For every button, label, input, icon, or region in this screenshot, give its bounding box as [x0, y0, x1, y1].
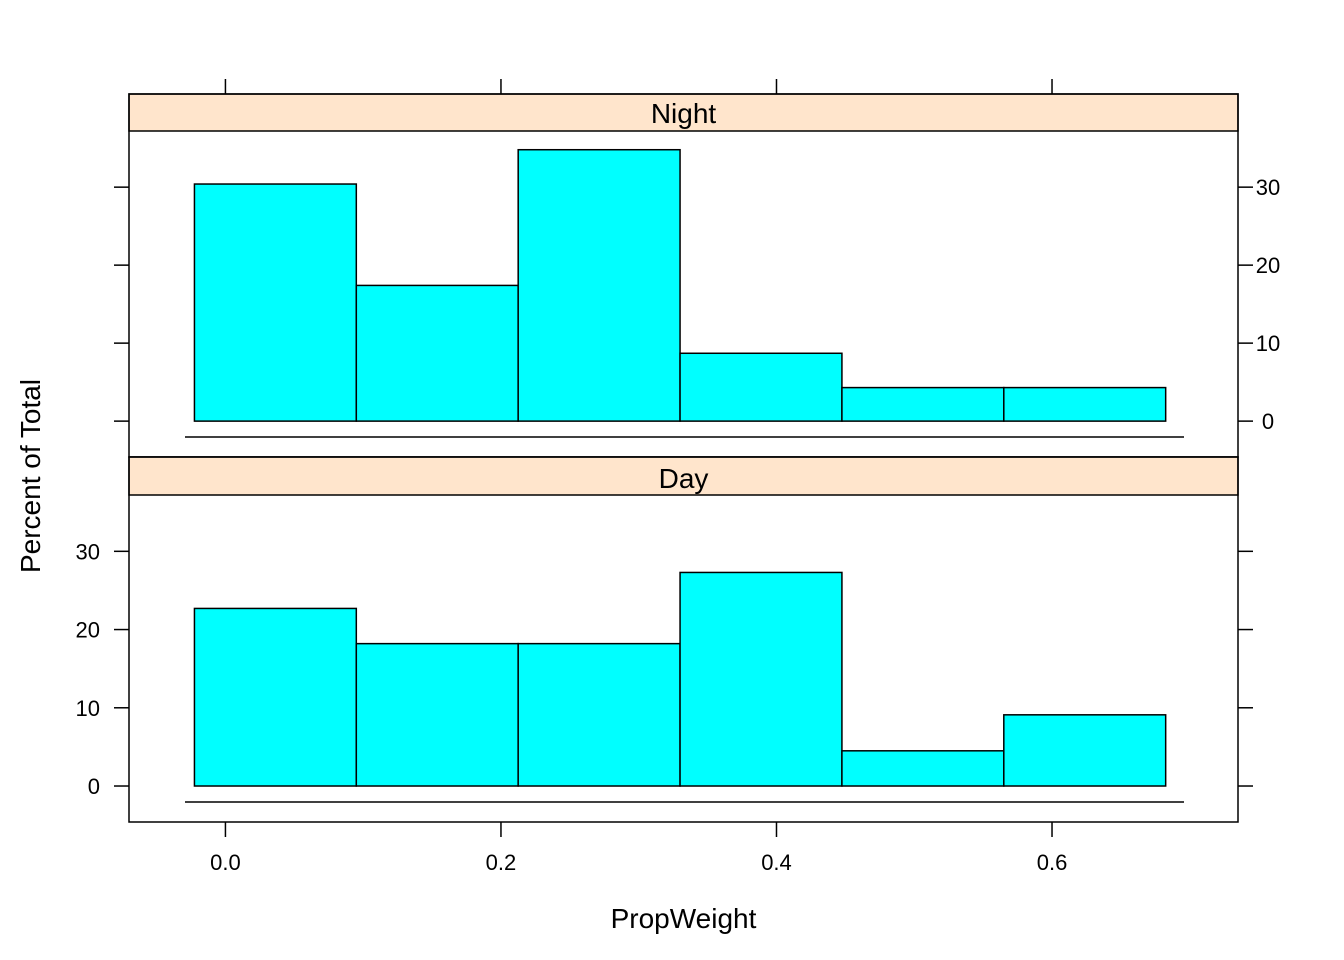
axes: 0 10 20 30 0 10 20 30 0.0 0.2 0.4 0.6	[76, 79, 1280, 875]
ytick-label-night-2: 20	[1256, 253, 1280, 278]
panel-night: Night	[128, 93, 1239, 458]
ytick-label-night-3: 30	[1256, 175, 1280, 200]
xtick-label-3: 0.6	[1037, 850, 1068, 875]
bar-night-3	[679, 352, 843, 422]
ytick-label-day-0: 0	[88, 774, 100, 799]
panel-day: Day	[128, 456, 1239, 823]
x-axis-label: PropWeight	[611, 903, 757, 934]
strip-night	[128, 93, 1239, 132]
strip-label-night: Night	[651, 98, 717, 129]
strip-label-day: Day	[659, 463, 709, 494]
bar-day-5	[1003, 714, 1167, 787]
bar-night-1	[355, 284, 519, 422]
bars-day	[193, 571, 1167, 787]
xtick-label-1: 0.2	[486, 850, 517, 875]
bar-day-2	[517, 642, 681, 787]
y-axis-label: Percent of Total	[15, 379, 46, 573]
ytick-label-day-2: 20	[76, 618, 100, 643]
ytick-label-day-3: 30	[76, 539, 100, 564]
xtick-label-2: 0.4	[761, 850, 792, 875]
bar-day-0	[193, 607, 358, 787]
bar-night-0	[193, 183, 358, 422]
ytick-label-day-1: 10	[76, 696, 100, 721]
bar-day-4	[841, 750, 1005, 787]
bar-night-2	[517, 148, 681, 422]
bar-night-4	[841, 386, 1005, 422]
xtick-label-0: 0.0	[210, 850, 241, 875]
bar-day-1	[355, 642, 519, 787]
ytick-label-night-1: 10	[1256, 331, 1280, 356]
bar-night-5	[1003, 386, 1167, 422]
bars-night	[193, 148, 1167, 422]
panel-frame-day	[128, 456, 1239, 823]
bar-day-3	[679, 571, 843, 787]
ytick-label-night-0: 0	[1262, 409, 1274, 434]
